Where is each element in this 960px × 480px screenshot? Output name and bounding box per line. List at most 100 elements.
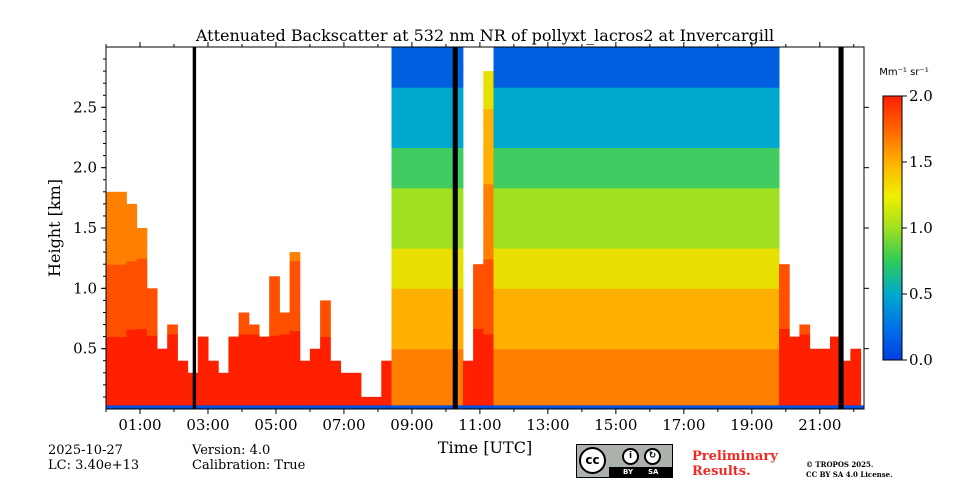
- heatmap-cell: [687, 288, 698, 309]
- heatmap-cell: [768, 47, 780, 68]
- heatmap-cell: [411, 228, 423, 249]
- heatmap-cell: [636, 288, 647, 309]
- heatmap-cell: [646, 288, 658, 309]
- heatmap-cell: [452, 348, 464, 370]
- heatmap-cell: [605, 328, 617, 350]
- heatmap-cell: [483, 333, 494, 354]
- heatmap-cell: [615, 368, 627, 390]
- heatmap-cell: [462, 371, 474, 375]
- heatmap-cell: [830, 380, 841, 386]
- heatmap-cell: [677, 268, 688, 289]
- heatmap-cell: [809, 372, 821, 376]
- heatmap-cell: [279, 317, 291, 324]
- heatmap-cell: [350, 372, 362, 376]
- heatmap-cell: [309, 388, 321, 393]
- heatmap-cell: [646, 228, 658, 249]
- heatmap-cell: [157, 385, 168, 390]
- heatmap-cell: [544, 268, 556, 289]
- heatmap-cell: [248, 394, 260, 401]
- heatmap-cell: [554, 368, 566, 390]
- heatmap-cell: [564, 107, 576, 128]
- heatmap-cell: [534, 67, 545, 88]
- heatmap-cell: [493, 207, 505, 229]
- heatmap-cell: [401, 67, 413, 88]
- heatmap-cell: [442, 67, 454, 88]
- heatmap-cell: [350, 398, 362, 402]
- heatmap-cell: [106, 324, 117, 338]
- heatmap-cell: [483, 165, 494, 185]
- heatmap-cell: [728, 207, 739, 229]
- heatmap-cell: [605, 228, 617, 249]
- heatmap-cell: [381, 390, 392, 394]
- heatmap-cell: [228, 388, 240, 394]
- heatmap-cell: [299, 395, 311, 399]
- heatmap-cell: [656, 67, 668, 88]
- heatmap-cell: [432, 147, 443, 169]
- heatmap-cell: [473, 368, 484, 378]
- heatmap-cell: [259, 360, 270, 366]
- heatmap-cell: [748, 268, 760, 289]
- heatmap-cell: [554, 107, 566, 128]
- heatmap-cell: [350, 396, 362, 400]
- heatmap-cell: [585, 268, 596, 289]
- heatmap-cell: [493, 47, 505, 68]
- heatmap-cell: [697, 268, 709, 289]
- heatmap-cell: [208, 363, 219, 367]
- heatmap-cell: [238, 333, 250, 340]
- heatmap-cell: [728, 228, 739, 249]
- heatmap-cell: [636, 47, 647, 68]
- heatmap-cell: [330, 374, 341, 378]
- heatmap-cell: [513, 368, 525, 390]
- heatmap-cell: [493, 268, 505, 289]
- heatmap-cell: [146, 395, 158, 403]
- heatmap-cell: [309, 368, 321, 373]
- heatmap-cell: [524, 67, 535, 88]
- heatmap-cell: [462, 382, 474, 386]
- heatmap-cell: [177, 363, 189, 367]
- heatmap-cell: [248, 366, 260, 372]
- heatmap-cell: [452, 107, 464, 128]
- heatmap-cell: [728, 187, 739, 209]
- heatmap-cell: [564, 368, 576, 390]
- heatmap-cell: [677, 328, 688, 350]
- heatmap-cell: [126, 238, 138, 250]
- heatmap-cell: [106, 384, 117, 398]
- heatmap-cell: [483, 258, 494, 279]
- heatmap-cell: [432, 268, 443, 289]
- heatmap-cell: [789, 356, 800, 362]
- heatmap-cell: [819, 358, 831, 363]
- heatmap-cell: [513, 67, 525, 88]
- heatmap-cell: [830, 368, 841, 374]
- heatmap-cell: [391, 368, 403, 390]
- heatmap-cell: [524, 308, 535, 329]
- heatmap-cell: [595, 167, 607, 189]
- heatmap-cell: [442, 248, 454, 269]
- heatmap-cell: [360, 400, 372, 402]
- heatmap-cell: [106, 203, 117, 217]
- heatmap-cell: [595, 308, 607, 329]
- x-axis-label: Time [UTC]: [438, 438, 532, 457]
- heatmap-cell: [381, 387, 392, 391]
- heatmap-cell: [116, 312, 127, 326]
- heatmap-cell: [218, 376, 229, 380]
- heatmap-cell: [697, 308, 709, 329]
- heatmap-cell: [534, 228, 545, 249]
- heatmap-cell: [636, 308, 647, 329]
- heatmap-cell: [340, 386, 352, 390]
- heatmap-cell: [758, 47, 770, 68]
- heatmap-cell: [503, 167, 515, 189]
- heatmap-cell: [830, 336, 841, 342]
- heatmap-cell: [799, 376, 811, 382]
- x-tick-label: 21:00: [798, 416, 841, 434]
- heatmap-cell: [687, 147, 698, 169]
- heatmap-cell: [116, 191, 127, 205]
- heatmap-cell: [605, 67, 617, 88]
- heatmap-cell: [116, 348, 127, 362]
- heatmap-cell: [248, 385, 260, 391]
- heatmap-cell: [146, 295, 158, 303]
- heatmap-cell: [309, 375, 321, 380]
- heatmap-cell: [768, 348, 780, 370]
- heatmap-cell: [330, 398, 341, 402]
- heatmap-cell: [146, 328, 158, 336]
- heatmap-cell: [554, 187, 566, 209]
